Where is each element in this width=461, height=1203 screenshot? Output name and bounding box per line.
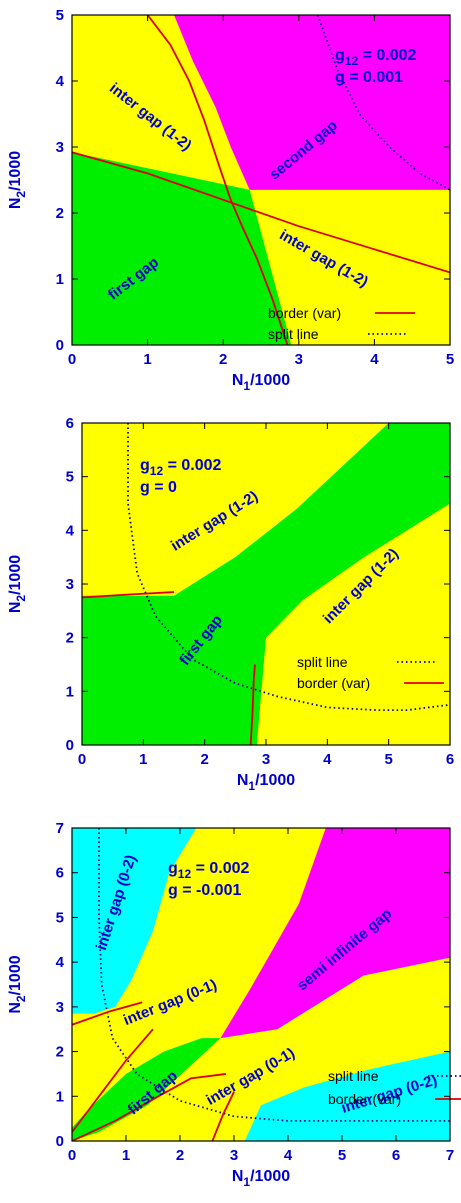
split-line-curve-0 [127,423,450,712]
y-tick-label: 0 [66,737,74,754]
y-tick-label: 0 [56,337,64,354]
y-axis-label: N2/1000 [7,151,28,209]
legend: split line border (var) [328,1068,461,1107]
x-tick-label: 5 [338,1147,346,1164]
x-tick-label: 3 [262,751,270,768]
border-line-curve-2 [72,1028,154,1133]
x-tick-label: 1 [143,351,151,368]
region-semi-infinite-gap-1 [220,828,450,1039]
y-tick-label: 0 [56,1133,64,1150]
y-tick-label: 5 [56,909,64,926]
parameter-label: g12 = 0.002 [335,47,417,68]
x-tick-label: 2 [200,751,208,768]
legend-label: border (var) [328,1091,401,1107]
plot-area [72,15,450,345]
region-first-gap-2 [72,1038,221,1141]
x-tick-label: 5 [446,351,454,368]
x-tick-label: 0 [68,351,76,368]
border-line-curve-1 [72,151,450,274]
plot-area [82,423,450,745]
x-tick-label: 4 [284,1147,293,1164]
y-tick-label: 1 [66,683,74,700]
legend: border (var) split line [268,305,415,342]
x-tick-label: 1 [139,751,147,768]
y-tick-label: 3 [56,139,64,156]
y-tick-label: 7 [56,820,64,837]
legend: split line border (var) [297,654,444,691]
parameter-label: g = 0.001 [335,69,403,86]
legend-label: split line [268,326,319,342]
region-first-gap-0 [82,423,450,745]
y-tick-label: 2 [56,1044,64,1061]
border-line-curve-0 [146,15,289,345]
y-tick-label: 5 [56,7,64,24]
x-tick-label: 5 [384,751,392,768]
border-line-curve-4 [211,1091,235,1141]
x-tick-label: 0 [68,1147,76,1164]
y-tick-label: 5 [66,469,74,486]
x-tick-label: 4 [370,351,379,368]
y-tick-label: 6 [56,865,64,882]
legend-label: split line [328,1068,379,1084]
y-tick-label: 4 [66,522,75,539]
x-tick-label: 7 [446,1147,454,1164]
x-tick-label: 2 [176,1147,184,1164]
y-tick-label: 2 [66,630,74,647]
parameter-label: g12 = 0.002 [168,860,250,881]
chart-panel-middle: inter gap (1-2)inter gap (1-2)first gapg… [7,415,454,793]
x-tick-label: 1 [122,1147,130,1164]
x-tick-label: 6 [446,751,454,768]
x-axis-label: N1/1000 [232,372,290,393]
y-tick-label: 3 [56,999,64,1016]
plot-frame [71,14,451,346]
border-line-curve-3 [72,1073,227,1141]
x-tick-label: 0 [78,751,86,768]
y-axis-label: N2/1000 [7,555,28,613]
legend-label: border (var) [268,305,341,321]
legend-label: split line [297,654,348,670]
parameter-label: g = -0.001 [168,882,241,899]
border-line-curve-2 [82,591,175,599]
split-line-curve-2 [316,15,450,191]
region-second-gap-0 [174,15,450,190]
region-inter-gap-0-2--0 [72,828,197,1014]
x-tick-label: 3 [230,1147,238,1164]
y-tick-label: 3 [66,576,74,593]
y-tick-label: 6 [66,415,74,432]
plot-area [72,828,450,1141]
x-tick-label: 6 [392,1147,400,1164]
y-tick-label: 1 [56,271,64,288]
parameter-label: g12 = 0.002 [140,457,222,478]
y-tick-label: 4 [56,954,65,971]
border-line-curve-1 [249,664,256,745]
region-inter-gap-0-2--3 [244,1051,450,1141]
legend-label: border (var) [297,675,370,691]
y-tick-label: 2 [56,205,64,222]
y-tick-label: 4 [56,73,65,90]
x-axis-label: N1/1000 [232,1168,290,1189]
x-tick-label: 3 [295,351,303,368]
border-line-curve-1 [72,1001,143,1026]
y-axis-label: N2/1000 [7,955,28,1013]
x-axis-label: N1/1000 [237,772,295,793]
y-tick-label: 1 [56,1088,64,1105]
split-line-curve-0 [98,828,450,1122]
plot-frame [71,827,451,1142]
x-tick-label: 2 [219,351,227,368]
region-first-gap-1 [72,152,292,345]
x-tick-label: 4 [323,751,332,768]
parameter-label: g = 0 [140,479,177,496]
